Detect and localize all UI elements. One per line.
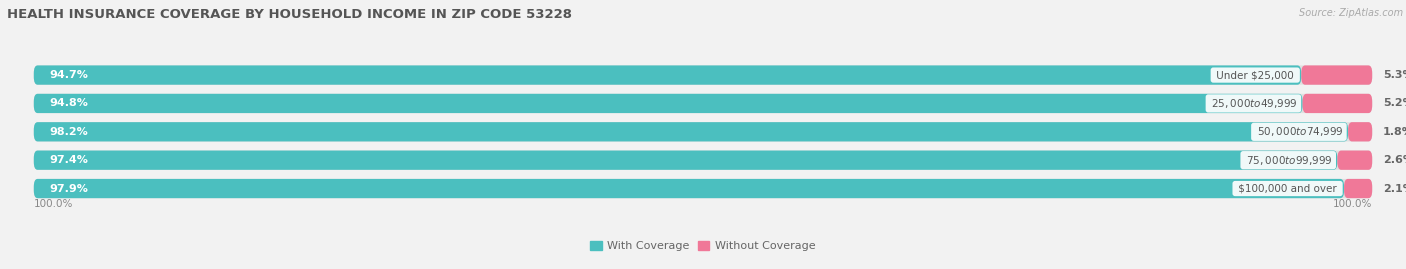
FancyBboxPatch shape (34, 151, 1337, 170)
Text: 94.7%: 94.7% (49, 70, 89, 80)
Legend: With Coverage, Without Coverage: With Coverage, Without Coverage (591, 241, 815, 251)
FancyBboxPatch shape (34, 122, 1348, 141)
FancyBboxPatch shape (34, 65, 1302, 85)
Text: 5.3%: 5.3% (1384, 70, 1406, 80)
Text: $75,000 to $99,999: $75,000 to $99,999 (1243, 154, 1333, 167)
FancyBboxPatch shape (1302, 94, 1372, 113)
FancyBboxPatch shape (1348, 122, 1372, 141)
Text: Under $25,000: Under $25,000 (1213, 70, 1298, 80)
Text: 2.1%: 2.1% (1384, 183, 1406, 193)
Text: 1.8%: 1.8% (1384, 127, 1406, 137)
Text: 97.4%: 97.4% (49, 155, 89, 165)
Text: 5.2%: 5.2% (1384, 98, 1406, 108)
FancyBboxPatch shape (34, 94, 1372, 113)
Text: 100.0%: 100.0% (34, 199, 73, 209)
Text: 94.8%: 94.8% (49, 98, 89, 108)
FancyBboxPatch shape (34, 122, 1372, 141)
Text: $100,000 and over: $100,000 and over (1234, 183, 1340, 193)
FancyBboxPatch shape (34, 179, 1344, 198)
Text: 2.6%: 2.6% (1384, 155, 1406, 165)
FancyBboxPatch shape (34, 179, 1372, 198)
Text: 98.2%: 98.2% (49, 127, 89, 137)
Text: $50,000 to $74,999: $50,000 to $74,999 (1254, 125, 1344, 138)
Text: 100.0%: 100.0% (1333, 199, 1372, 209)
FancyBboxPatch shape (1337, 151, 1372, 170)
Text: 97.9%: 97.9% (49, 183, 89, 193)
FancyBboxPatch shape (34, 151, 1372, 170)
FancyBboxPatch shape (34, 65, 1372, 85)
Text: Source: ZipAtlas.com: Source: ZipAtlas.com (1299, 8, 1403, 18)
FancyBboxPatch shape (1344, 179, 1372, 198)
Text: $25,000 to $49,999: $25,000 to $49,999 (1208, 97, 1299, 110)
FancyBboxPatch shape (1302, 65, 1372, 85)
FancyBboxPatch shape (34, 94, 1302, 113)
Text: HEALTH INSURANCE COVERAGE BY HOUSEHOLD INCOME IN ZIP CODE 53228: HEALTH INSURANCE COVERAGE BY HOUSEHOLD I… (7, 8, 572, 21)
